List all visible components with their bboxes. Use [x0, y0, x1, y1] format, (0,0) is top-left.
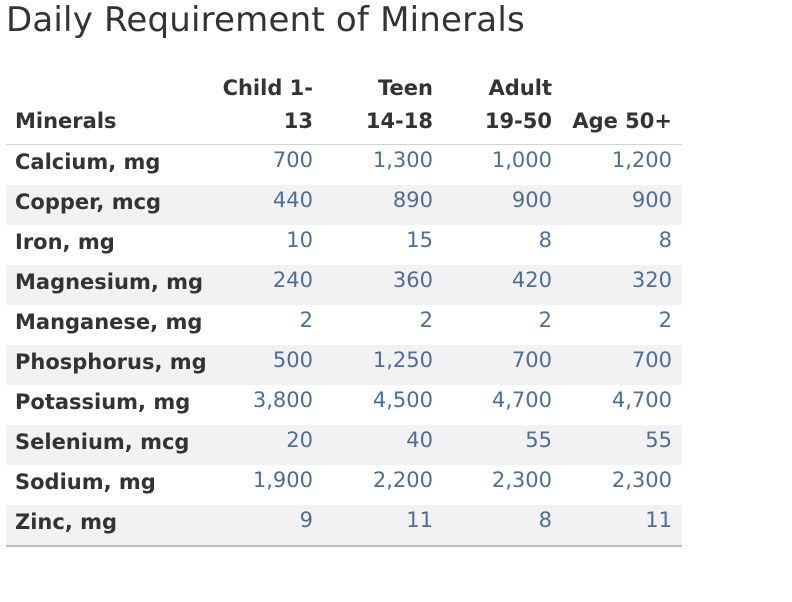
data-cell: 2 — [658, 308, 672, 332]
minerals-table: Minerals Child 1- 13 Teen 14-18 Adult 19… — [6, 74, 682, 547]
table-row: Manganese, mg 2 2 2 2 — [6, 305, 682, 345]
data-cell: 700 — [631, 348, 672, 372]
row-label: Phosphorus, mg — [15, 350, 207, 374]
data-cell: 11 — [406, 508, 433, 532]
row-label: Magnesium, mg — [15, 270, 204, 294]
column-header-line1: Adult — [488, 76, 552, 100]
column-header-line2: Age 50+ — [572, 109, 672, 133]
column-header-teen: Teen 14-18 — [366, 72, 433, 138]
table-row: Selenium, mcg 20 40 55 55 — [6, 425, 682, 465]
table-row: Calcium, mg 700 1,300 1,000 1,200 — [6, 145, 682, 185]
table-body: Calcium, mg 700 1,300 1,000 1,200 Copper, mcg… — [6, 145, 682, 545]
data-cell: 440 — [272, 188, 313, 212]
column-header-line2: 14-18 — [365, 109, 433, 133]
data-cell: 2,300 — [611, 468, 672, 492]
data-cell: 890 — [392, 188, 433, 212]
row-label: Sodium, mg — [15, 470, 156, 494]
data-cell: 2 — [299, 308, 313, 332]
data-cell: 4,700 — [611, 388, 672, 412]
data-cell: 320 — [631, 268, 672, 292]
data-cell: 700 — [272, 148, 313, 172]
data-cell: 1,300 — [372, 148, 433, 172]
data-cell: 4,500 — [372, 388, 433, 412]
row-label: Potassium, mg — [15, 390, 191, 414]
row-label: Manganese, mg — [15, 310, 203, 334]
data-cell: 55 — [525, 428, 552, 452]
row-header-label: Minerals — [15, 105, 117, 138]
column-header-child: Child 1- 13 — [223, 72, 313, 138]
data-cell: 55 — [645, 428, 672, 452]
data-cell: 700 — [511, 348, 552, 372]
data-cell: 9 — [299, 508, 313, 532]
data-cell: 2 — [419, 308, 433, 332]
table-row: Potassium, mg 3,800 4,500 4,700 4,700 — [6, 385, 682, 425]
data-cell: 11 — [645, 508, 672, 532]
table-row: Sodium, mg 1,900 2,200 2,300 2,300 — [6, 465, 682, 505]
row-label: Zinc, mg — [15, 510, 118, 534]
column-header-line1: Child 1- — [222, 76, 313, 100]
chart-title: Daily Requirement of Minerals — [6, 0, 525, 40]
table-header: Minerals Child 1- 13 Teen 14-18 Adult 19… — [6, 74, 682, 145]
column-header-age50: Age 50+ — [572, 105, 672, 138]
data-cell: 1,250 — [372, 348, 433, 372]
data-cell: 3,800 — [252, 388, 313, 412]
data-cell: 2,200 — [372, 468, 433, 492]
data-cell: 1,000 — [491, 148, 552, 172]
row-label: Copper, mcg — [15, 190, 162, 214]
data-cell: 15 — [406, 228, 433, 252]
row-label: Selenium, mcg — [15, 430, 190, 454]
data-cell: 10 — [286, 228, 313, 252]
data-cell: 4,700 — [491, 388, 552, 412]
data-cell: 240 — [272, 268, 313, 292]
data-cell: 900 — [511, 188, 552, 212]
column-header-line2: 19-50 — [484, 109, 552, 133]
data-cell: 8 — [538, 228, 552, 252]
column-header-line2: 13 — [283, 109, 313, 133]
table-row: Zinc, mg 9 11 8 11 — [6, 505, 682, 545]
data-cell: 2 — [538, 308, 552, 332]
table-row: Magnesium, mg 240 360 420 320 — [6, 265, 682, 305]
table-row: Copper, mcg 440 890 900 900 — [6, 185, 682, 225]
table-row: Phosphorus, mg 500 1,250 700 700 — [6, 345, 682, 385]
data-cell: 360 — [392, 268, 433, 292]
data-cell: 1,200 — [611, 148, 672, 172]
row-label: Calcium, mg — [15, 150, 161, 174]
data-cell: 40 — [406, 428, 433, 452]
data-cell: 2,300 — [491, 468, 552, 492]
table-row: Iron, mg 10 15 8 8 — [6, 225, 682, 265]
data-cell: 900 — [631, 188, 672, 212]
data-cell: 420 — [511, 268, 552, 292]
data-cell: 8 — [538, 508, 552, 532]
column-header-line1: Teen — [378, 76, 433, 100]
data-cell: 20 — [286, 428, 313, 452]
row-header-text: Minerals — [15, 109, 117, 133]
data-cell: 500 — [272, 348, 313, 372]
row-label: Iron, mg — [15, 230, 115, 254]
table-bottom-rule — [6, 545, 682, 547]
column-header-adult: Adult 19-50 — [485, 72, 552, 138]
data-cell: 1,900 — [252, 468, 313, 492]
data-cell: 8 — [658, 228, 672, 252]
